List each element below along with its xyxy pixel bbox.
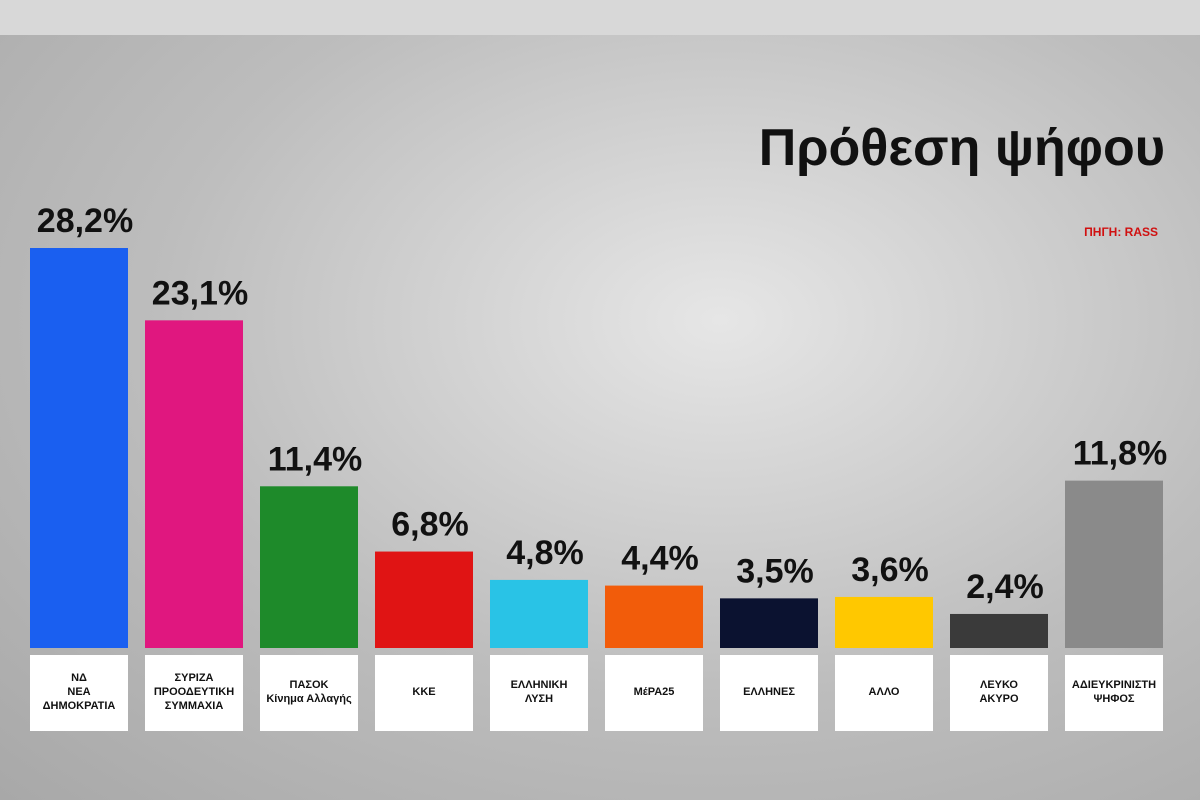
category-label: ΣΥΡΙΖΑ ΠΡΟΟΔΕΥΤΙΚΗ ΣΥΜΜΑΧΙΑ: [145, 655, 243, 731]
source: ΠΗΓΗ: RASS: [1084, 225, 1158, 239]
category-label: ΑΔΙΕΥΚΡΙΝΙΣΤΗ ΨΗΦΟΣ: [1065, 655, 1163, 731]
bar: [605, 585, 703, 648]
bar: [375, 551, 473, 648]
bar: [835, 596, 933, 648]
top-band: [0, 0, 1200, 35]
bar: [720, 598, 818, 648]
category-label: ΝΔ ΝΕΑ ΔΗΜΟΚΡΑΤΙΑ: [30, 655, 128, 731]
bar: [145, 320, 243, 648]
category-label: ΕΛΛΗΝΙΚΗ ΛΥΣΗ: [490, 655, 588, 731]
value-label: 2,4%: [966, 568, 1044, 606]
category-label: ΑΛΛΟ: [835, 655, 933, 731]
category-label: ΜέΡΑ25: [605, 655, 703, 731]
category-label: ΠΑΣΟΚ Κίνημα Αλλαγής: [260, 655, 358, 731]
category-label: ΕΛΛΗΝΕΣ: [720, 655, 818, 731]
bar: [1065, 480, 1163, 648]
value-label: 11,8%: [1073, 435, 1168, 473]
value-label: 4,8%: [506, 534, 584, 572]
value-label: 11,4%: [268, 440, 363, 478]
value-label: 3,5%: [736, 552, 814, 590]
value-label: 3,6%: [851, 551, 929, 589]
bar: [950, 613, 1048, 648]
bar: [490, 579, 588, 648]
bar: [30, 248, 128, 648]
bar: [260, 486, 358, 648]
value-label: 23,1%: [152, 274, 248, 312]
value-label: 6,8%: [391, 506, 469, 544]
value-label: 4,4%: [621, 540, 699, 578]
category-label: ΚΚΕ: [375, 655, 473, 731]
chart-title: Πρόθεση ψήφου: [759, 119, 1165, 177]
value-label: 28,2%: [37, 202, 133, 240]
category-label: ΛΕΥΚΟ ΑΚΥΡΟ: [950, 655, 1048, 731]
